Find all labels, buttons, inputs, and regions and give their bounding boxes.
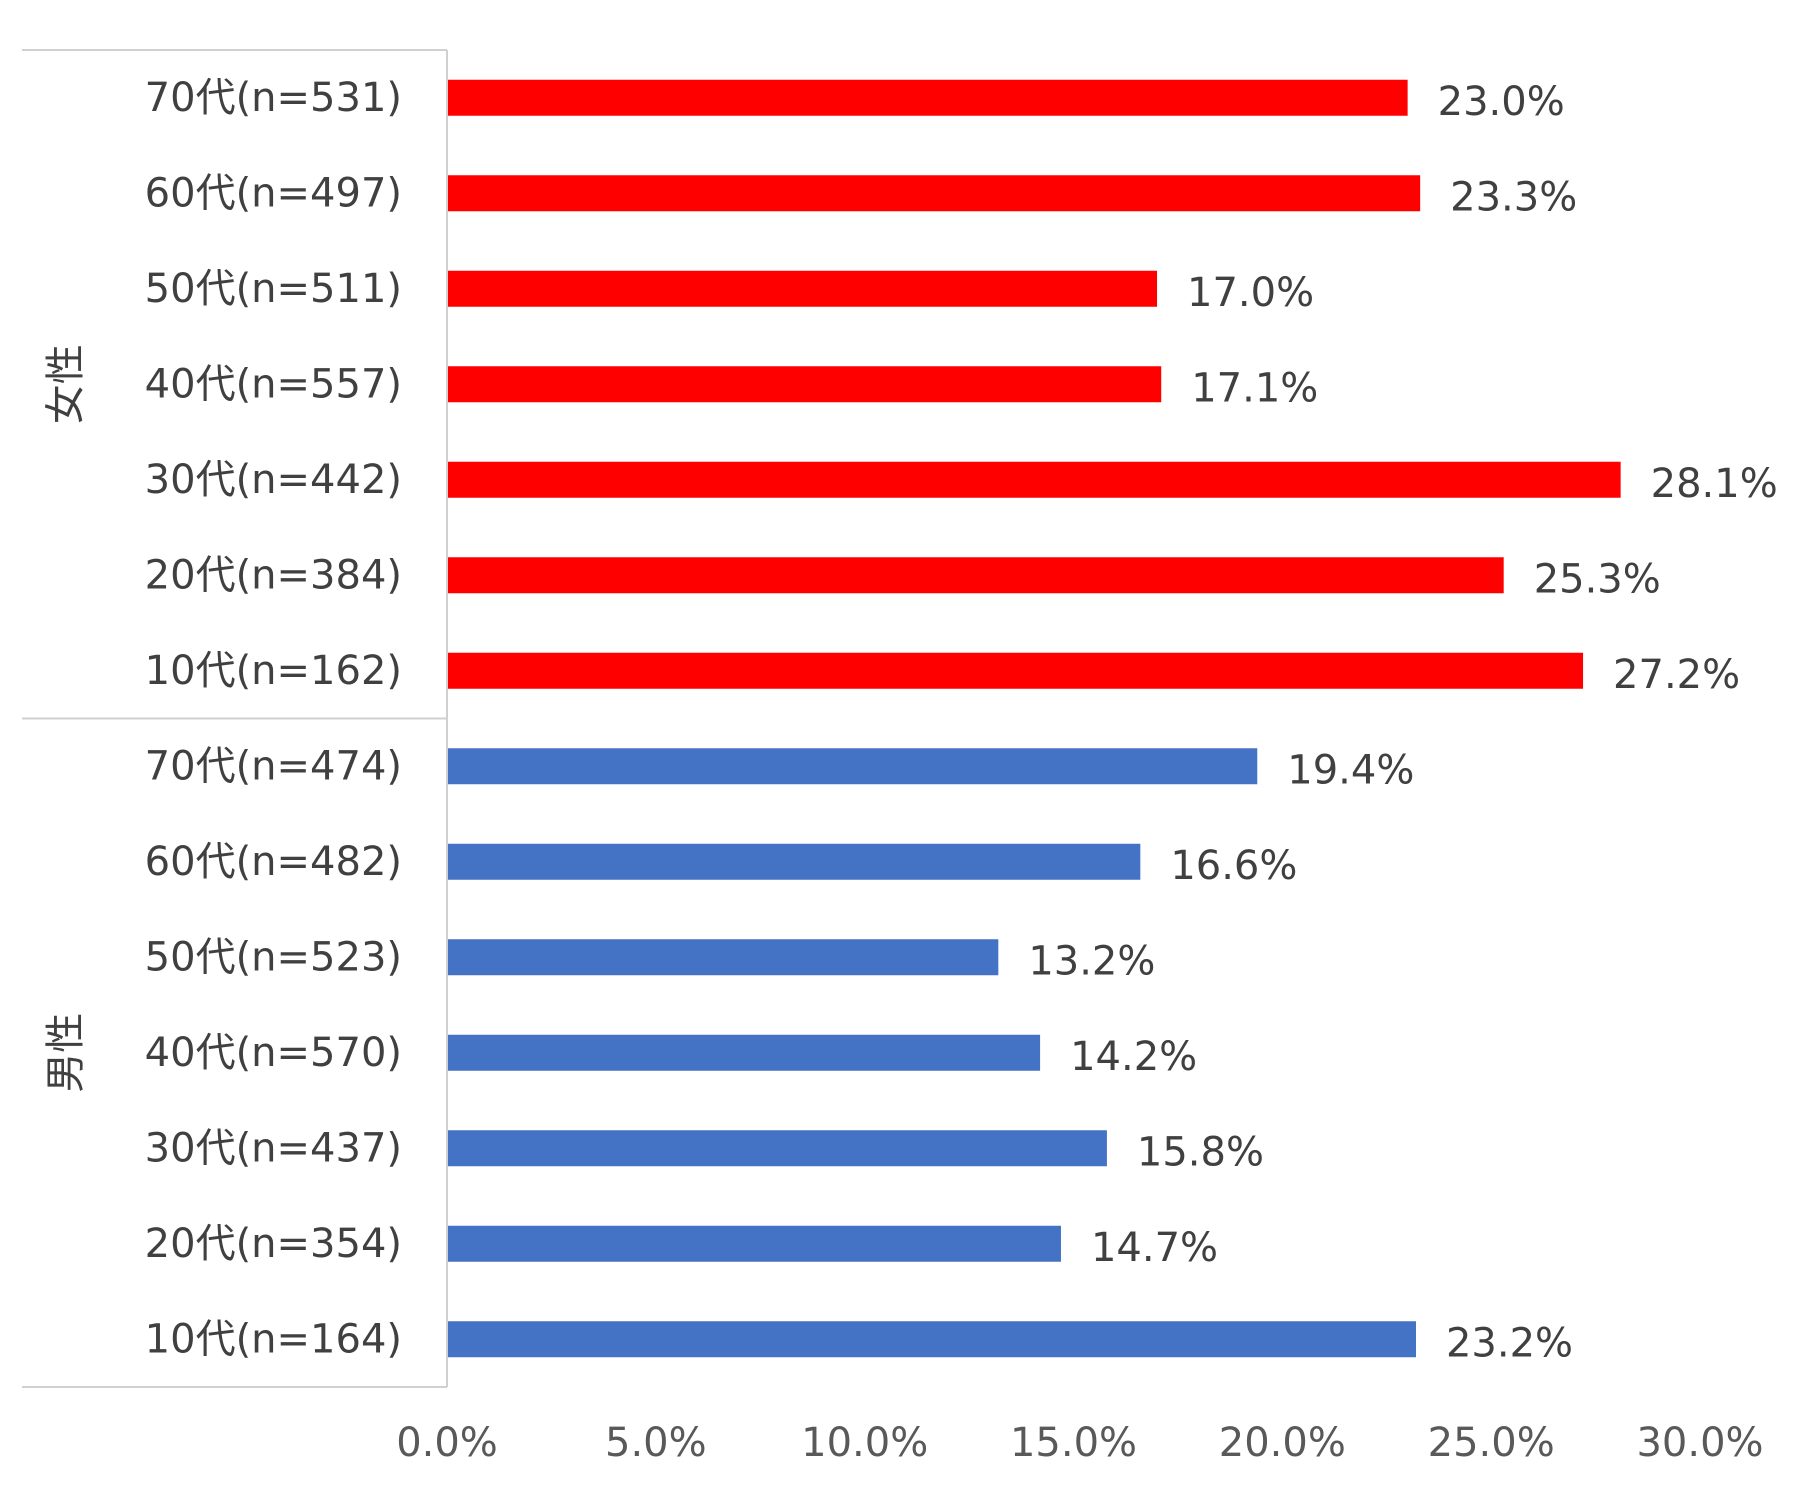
x-tick-label: 5.0% — [605, 1420, 707, 1466]
data-label: 14.2% — [1070, 1034, 1197, 1080]
data-label: 16.6% — [1170, 843, 1297, 889]
category-label: 70代(n=474) — [145, 743, 402, 789]
data-label: 19.4% — [1287, 747, 1414, 793]
data-label: 17.0% — [1187, 270, 1314, 316]
category-label: 60代(n=482) — [145, 839, 402, 885]
category-labels: 70代(n=531) 60代(n=497) 50代(n=511) 40代(n=557)… — [145, 75, 402, 1363]
data-label: 25.3% — [1534, 556, 1661, 602]
x-tick-label: 30.0% — [1636, 1420, 1763, 1466]
group-label: 男性 — [43, 1013, 89, 1093]
data-label: 27.2% — [1613, 652, 1740, 698]
category-label: 50代(n=523) — [145, 934, 402, 980]
data-label: 28.1% — [1651, 461, 1778, 507]
bar — [448, 366, 1162, 403]
category-label: 40代(n=570) — [145, 1030, 402, 1076]
bar — [448, 939, 999, 976]
x-tick-label: 15.0% — [1010, 1420, 1137, 1466]
category-label: 30代(n=437) — [145, 1125, 402, 1171]
bar — [448, 270, 1158, 307]
x-axis-ticks: 0.0% 5.0% 10.0% 15.0% 20.0% 25.0% 30.0% — [396, 1420, 1763, 1466]
data-label: 13.2% — [1028, 938, 1155, 984]
bar — [448, 461, 1621, 498]
bar — [448, 79, 1408, 116]
category-label: 10代(n=162) — [145, 648, 402, 694]
data-label: 17.1% — [1191, 365, 1318, 411]
category-label: 50代(n=511) — [145, 266, 402, 312]
data-label: 14.7% — [1091, 1225, 1218, 1271]
x-tick-label: 20.0% — [1219, 1420, 1346, 1466]
bar — [448, 557, 1504, 594]
category-label: 60代(n=497) — [145, 170, 402, 216]
axis-lines — [22, 49, 448, 1388]
group-label: 女性 — [43, 344, 89, 424]
category-label: 20代(n=354) — [145, 1221, 402, 1267]
data-label: 23.3% — [1450, 174, 1577, 220]
data-label: 23.2% — [1446, 1320, 1573, 1366]
x-tick-label: 10.0% — [801, 1420, 928, 1466]
category-label: 30代(n=442) — [145, 457, 402, 503]
bar — [448, 843, 1141, 880]
bar — [448, 1321, 1416, 1358]
bar — [448, 1225, 1061, 1262]
bar — [448, 1130, 1107, 1167]
bar — [448, 748, 1258, 785]
category-label: 40代(n=557) — [145, 361, 402, 407]
x-tick-label: 25.0% — [1428, 1420, 1555, 1466]
bar — [448, 1034, 1041, 1071]
category-label: 20代(n=384) — [145, 552, 402, 598]
data-label: 15.8% — [1137, 1129, 1264, 1175]
bar — [448, 175, 1421, 212]
bar — [448, 652, 1584, 689]
category-label: 70代(n=531) — [145, 75, 402, 121]
category-label: 10代(n=164) — [145, 1316, 402, 1362]
x-tick-label: 0.0% — [396, 1420, 498, 1466]
data-label: 23.0% — [1438, 79, 1565, 125]
bars — [448, 79, 1621, 1358]
value-labels: 23.0% 23.3% 17.0% 17.1% 28.1% 25.3% 27.2% 19.4%… — [1028, 79, 1777, 1367]
